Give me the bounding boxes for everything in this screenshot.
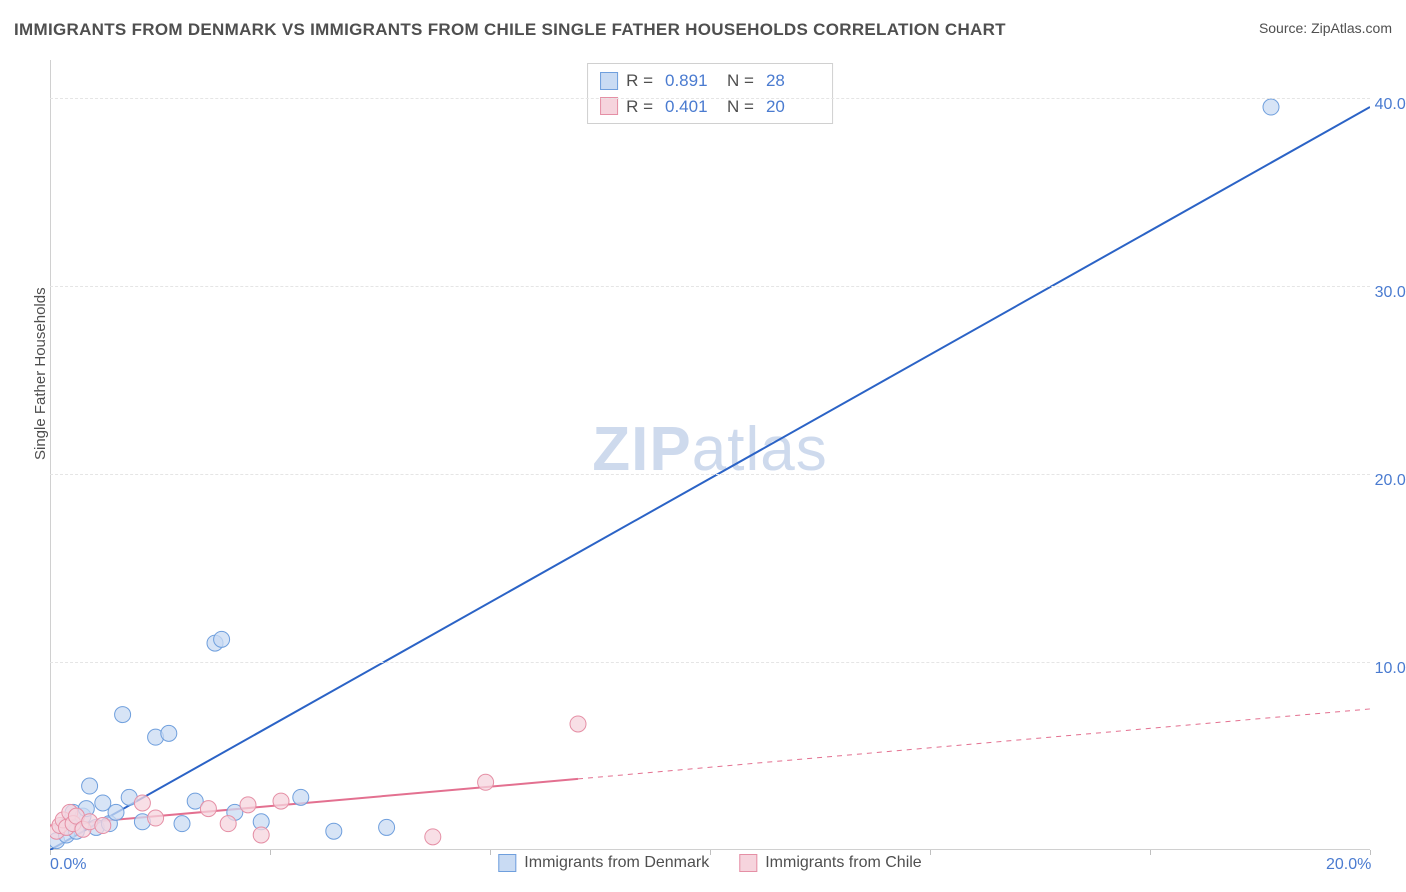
y-axis-label: Single Father Households bbox=[32, 287, 49, 460]
gridline bbox=[50, 286, 1370, 287]
x-axis-tick-mark bbox=[50, 850, 51, 855]
x-axis-tick-label: 20.0% bbox=[1326, 856, 1371, 874]
y-axis-tick-label: 10.0% bbox=[1375, 660, 1406, 678]
data-point bbox=[174, 816, 190, 832]
legend-label: Immigrants from Chile bbox=[765, 854, 921, 872]
chart-area: Single Father Households ZIPatlas R =0.8… bbox=[50, 60, 1370, 850]
legend-swatch bbox=[498, 854, 516, 872]
data-point bbox=[214, 631, 230, 647]
data-point bbox=[273, 793, 289, 809]
data-point bbox=[161, 725, 177, 741]
data-point bbox=[95, 818, 111, 834]
r-value: 0.891 bbox=[665, 68, 719, 94]
scatter-plot bbox=[50, 60, 1370, 850]
series-legend: Immigrants from Denmark Immigrants from C… bbox=[498, 854, 921, 872]
legend-item: Immigrants from Chile bbox=[739, 854, 921, 872]
correlation-legend: R =0.891N =28R =0.401N =20 bbox=[587, 63, 833, 124]
legend-swatch bbox=[600, 97, 618, 115]
data-point bbox=[134, 795, 150, 811]
trend-line bbox=[50, 107, 1370, 850]
data-point bbox=[200, 801, 216, 817]
data-point bbox=[82, 778, 98, 794]
y-axis-tick-label: 30.0% bbox=[1375, 284, 1406, 302]
r-label: R = bbox=[626, 68, 653, 94]
gridline bbox=[50, 474, 1370, 475]
data-point bbox=[425, 829, 441, 845]
x-axis-tick-mark bbox=[490, 850, 491, 855]
legend-swatch bbox=[739, 854, 757, 872]
data-point bbox=[108, 804, 124, 820]
data-point bbox=[1263, 99, 1279, 115]
x-axis-tick-mark bbox=[1150, 850, 1151, 855]
x-axis-tick-mark bbox=[710, 850, 711, 855]
data-point bbox=[220, 816, 236, 832]
legend-label: Immigrants from Denmark bbox=[524, 854, 709, 872]
gridline bbox=[50, 662, 1370, 663]
legend-item: Immigrants from Denmark bbox=[498, 854, 709, 872]
n-value: 28 bbox=[766, 68, 820, 94]
x-axis-tick-mark bbox=[930, 850, 931, 855]
legend-swatch bbox=[600, 72, 618, 90]
data-point bbox=[293, 789, 309, 805]
gridline bbox=[50, 98, 1370, 99]
source-attribution: Source: ZipAtlas.com bbox=[1259, 20, 1392, 36]
data-point bbox=[253, 827, 269, 843]
trend-line-extrapolated bbox=[578, 709, 1370, 779]
x-axis-tick-mark bbox=[270, 850, 271, 855]
data-point bbox=[570, 716, 586, 732]
n-label: N = bbox=[727, 68, 754, 94]
data-point bbox=[326, 823, 342, 839]
data-point bbox=[379, 819, 395, 835]
data-point bbox=[240, 797, 256, 813]
x-axis-tick-label: 0.0% bbox=[50, 856, 86, 874]
y-axis-tick-label: 20.0% bbox=[1375, 472, 1406, 490]
data-point bbox=[148, 810, 164, 826]
data-point bbox=[115, 707, 131, 723]
x-axis-tick-mark bbox=[1370, 850, 1371, 855]
y-axis-tick-label: 40.0% bbox=[1375, 96, 1406, 114]
chart-title: IMMIGRANTS FROM DENMARK VS IMMIGRANTS FR… bbox=[14, 20, 1006, 40]
legend-row: R = 0.891 N = 28 bbox=[600, 68, 820, 94]
data-point bbox=[478, 774, 494, 790]
